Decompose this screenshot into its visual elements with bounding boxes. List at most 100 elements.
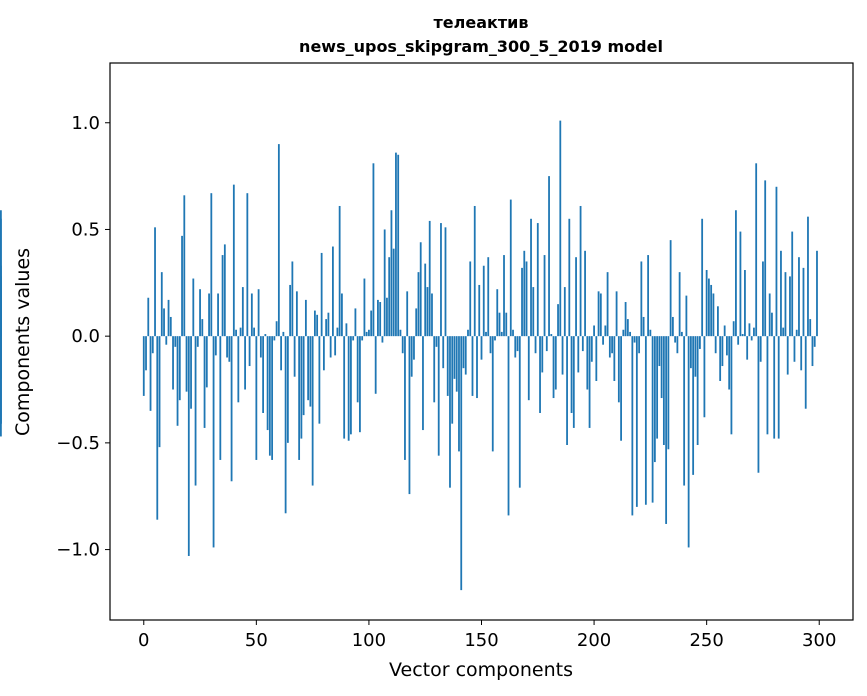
bar-61 [280, 336, 283, 371]
bar-140 [458, 336, 460, 452]
bar-292 [800, 336, 803, 371]
bar-209 [613, 336, 616, 381]
bar-37 [226, 336, 228, 358]
bar-208 [611, 336, 613, 354]
y-axis-ticks: −1.0 −0.5 0.0 0.5 1.0 [56, 113, 110, 561]
bar-222 [642, 316, 645, 337]
bar-175 [536, 223, 539, 337]
bar-148 [476, 336, 478, 399]
bar-182 [552, 336, 555, 399]
bar-22 [192, 278, 195, 337]
bar-240 [683, 336, 686, 486]
bar-203 [599, 293, 602, 337]
bar-96 [359, 336, 361, 433]
bar-128 [431, 293, 433, 337]
bar-195 [581, 336, 584, 352]
bar-103 [374, 336, 377, 394]
y-tick-label: −0.5 [56, 433, 100, 454]
bar-81 [325, 319, 328, 337]
x-tick-label: 0 [138, 630, 149, 651]
bar-201 [595, 336, 598, 381]
bar-213 [622, 329, 625, 337]
bar-280 [773, 336, 776, 439]
bar-83 [329, 336, 332, 358]
bar-191 [572, 336, 575, 428]
bar-259 [726, 336, 728, 356]
bar-12 [169, 316, 172, 337]
bar-57 [271, 336, 274, 460]
bar-120 [413, 336, 415, 360]
bar-125 [424, 263, 427, 337]
bar-278 [768, 293, 771, 337]
bar-287 [789, 276, 791, 337]
bar-133 [442, 336, 445, 369]
bar-244 [692, 336, 695, 475]
bar-241 [685, 295, 688, 337]
bar-11 [167, 299, 170, 337]
bar-undefined [0, 218, 2, 337]
bar-169 [523, 250, 526, 337]
bar-296 [809, 319, 812, 337]
bar-216 [629, 331, 631, 337]
bar-153 [487, 257, 490, 337]
bar-198 [588, 336, 591, 428]
bar-211 [617, 336, 620, 403]
bar-275 [762, 261, 764, 337]
bar-281 [775, 186, 778, 337]
bar-101 [370, 310, 373, 337]
bar-156 [494, 336, 496, 341]
bar-282 [777, 336, 780, 439]
bar-26 [201, 319, 204, 337]
bar-132 [440, 223, 442, 337]
bar-42 [237, 336, 240, 403]
bar-174 [534, 336, 537, 354]
bar-141 [460, 336, 463, 591]
bar-86 [336, 327, 339, 337]
bar-20 [187, 336, 190, 556]
bar-135 [446, 336, 449, 396]
bar-172 [530, 218, 532, 337]
bar-164 [512, 329, 514, 337]
bar-100 [368, 329, 370, 337]
bar-73 [307, 336, 310, 401]
bar-30 [210, 193, 213, 337]
bar-124 [422, 336, 424, 431]
bar-88 [341, 293, 343, 337]
bar-102 [372, 163, 375, 337]
bar-117 [406, 291, 409, 337]
bar-223 [644, 336, 647, 505]
bar-94 [354, 308, 357, 337]
bar-48 [250, 293, 253, 337]
bar-273 [757, 336, 760, 473]
bar-158 [498, 312, 501, 337]
bar-50 [255, 336, 258, 460]
bar-248 [701, 218, 704, 337]
bar-49 [253, 327, 255, 337]
bar-90 [345, 323, 348, 337]
bar-28 [205, 336, 208, 388]
bar-104 [377, 299, 379, 337]
bar-193 [577, 336, 580, 373]
bar-279 [771, 312, 773, 337]
bar-85 [334, 336, 337, 356]
bar-123 [419, 242, 422, 337]
bar-177 [541, 336, 544, 373]
bar-6 [156, 336, 159, 520]
bar-111 [392, 248, 395, 337]
x-tick-label: 300 [802, 630, 836, 651]
x-tick-label: 100 [352, 630, 386, 651]
bar-171 [527, 336, 530, 401]
bar-89 [343, 336, 346, 439]
bar-235 [671, 316, 674, 337]
bar-121 [415, 308, 418, 337]
bar-41 [235, 329, 237, 337]
bar-157 [496, 289, 499, 337]
bar-38 [228, 336, 231, 362]
bar-170 [525, 261, 528, 337]
y-axis-label: Components values [12, 248, 34, 436]
bar-210 [615, 291, 618, 337]
bar-92 [350, 336, 352, 435]
bar-178 [543, 255, 546, 337]
bar-108 [386, 297, 388, 337]
